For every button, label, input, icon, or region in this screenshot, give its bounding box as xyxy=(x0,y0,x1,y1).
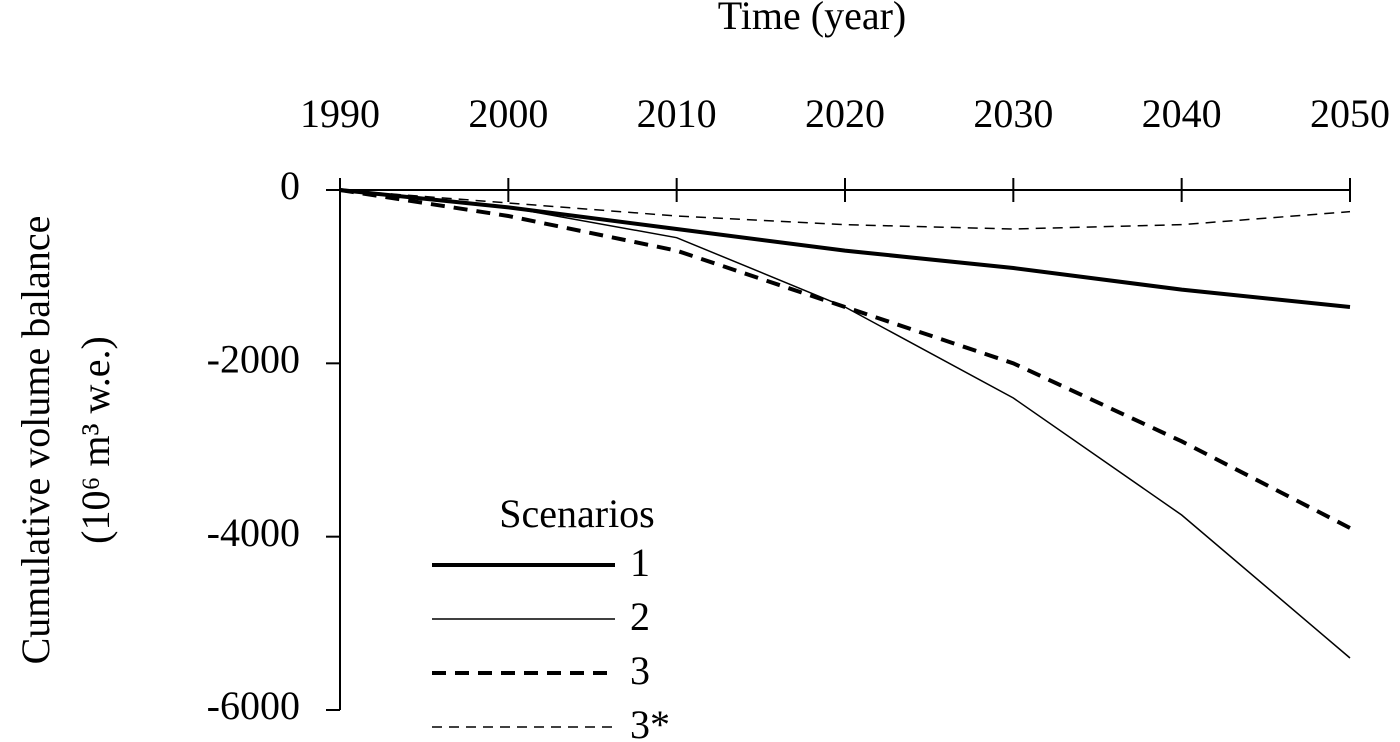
x-axis-label: Time (year) xyxy=(718,0,906,38)
legend-label: 1 xyxy=(630,540,650,585)
series-line xyxy=(339,189,1351,659)
x-tick-label: 1990 xyxy=(300,91,380,136)
legend-label: 3 xyxy=(630,648,650,693)
y-axis-units: (10⁶ m³ w.e.) xyxy=(73,336,118,544)
x-tick-label: 2050 xyxy=(1310,91,1390,136)
y-tick-label: -2000 xyxy=(207,337,300,382)
y-tick-label: -4000 xyxy=(207,510,300,555)
series-line xyxy=(339,188,1351,530)
legend-label: 2 xyxy=(630,594,650,639)
x-tick-label: 2030 xyxy=(973,91,1053,136)
legend-label: 3* xyxy=(630,702,670,742)
series-line xyxy=(339,188,1351,309)
y-tick-label: -6000 xyxy=(207,683,300,728)
x-tick-label: 2020 xyxy=(805,91,885,136)
legend-title: Scenarios xyxy=(499,491,655,536)
x-tick-label: 2040 xyxy=(1142,91,1222,136)
y-axis-label: Cumulative volume balance xyxy=(13,216,58,665)
x-tick-label: 2000 xyxy=(468,91,548,136)
x-tick-label: 2010 xyxy=(637,91,717,136)
y-tick-label: 0 xyxy=(280,163,300,208)
